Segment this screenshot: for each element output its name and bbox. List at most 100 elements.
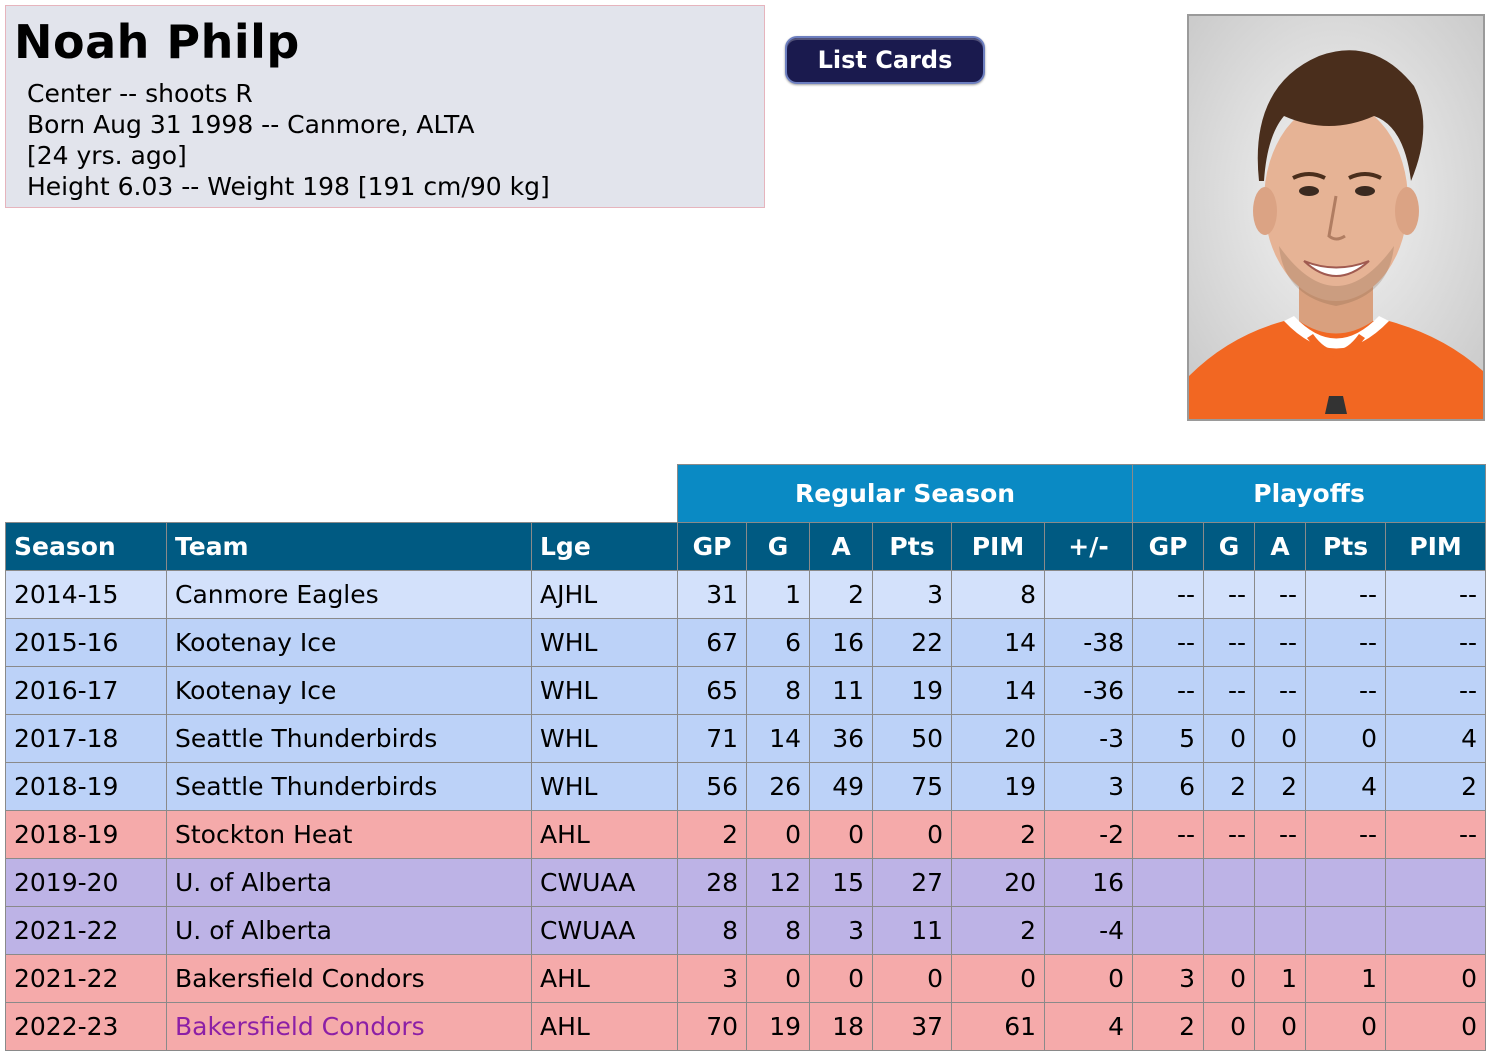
cell-playoff-assists: 0 xyxy=(1254,1002,1307,1051)
playoffs-header: Playoffs xyxy=(1132,464,1487,523)
cell-playoff-assists xyxy=(1254,858,1307,907)
cell-playoff-goals: -- xyxy=(1203,570,1256,619)
cell-pim: 61 xyxy=(951,1002,1045,1051)
cell-playoff-gp: -- xyxy=(1132,666,1205,715)
age-line: [24 yrs. ago] xyxy=(27,141,187,170)
cell-gp: 8 xyxy=(677,906,747,955)
cell-gp: 71 xyxy=(677,714,747,763)
column-header-gp[interactable]: GP xyxy=(677,522,747,571)
table-row: 2014-15 Canmore Eagles AJHL 31 1 2 3 8 -- -- -- -- -… xyxy=(5,570,1487,619)
cell-league: WHL xyxy=(531,762,678,811)
cell-points: 37 xyxy=(872,1002,952,1051)
career-stats-table: Regular Season Playoffs Season Team Lge GP G… xyxy=(5,464,1487,1051)
cell-playoff-points: -- xyxy=(1305,666,1387,715)
column-header-playoff-assists[interactable]: A xyxy=(1254,522,1307,571)
cell-league: WHL xyxy=(531,618,678,667)
column-header-playoff-points[interactable]: Pts xyxy=(1305,522,1387,571)
cell-league: AHL xyxy=(531,1002,678,1051)
cell-plus-minus: 4 xyxy=(1043,1002,1134,1051)
cell-goals: 8 xyxy=(746,666,810,715)
column-header-row: Season Team Lge GP G A Pts PIM +/- GP G A Pts PIM xyxy=(5,522,1487,571)
cell-assists: 11 xyxy=(809,666,873,715)
column-header-pim[interactable]: PIM xyxy=(951,522,1045,571)
cell-season: 2015-16 xyxy=(5,618,167,667)
cell-pim: 19 xyxy=(951,762,1045,811)
table-row: 2021-22 Bakersfield Condors AHL 3 0 0 0 0 0 3 0 1 1 0 xyxy=(5,954,1487,1003)
position-line: Center -- shoots R xyxy=(27,79,253,108)
column-header-playoff-goals[interactable]: G xyxy=(1203,522,1256,571)
column-header-playoff-pim[interactable]: PIM xyxy=(1385,522,1487,571)
cell-pim: 14 xyxy=(951,666,1045,715)
cell-playoff-assists: -- xyxy=(1254,570,1307,619)
cell-playoff-gp: -- xyxy=(1132,618,1205,667)
team-link[interactable]: Bakersfield Condors xyxy=(175,1012,425,1041)
cell-playoff-goals: -- xyxy=(1203,810,1256,859)
cell-playoff-points xyxy=(1305,906,1387,955)
column-header-points[interactable]: Pts xyxy=(872,522,952,571)
column-header-team[interactable]: Team xyxy=(166,522,532,571)
cell-team: U. of Alberta xyxy=(166,858,532,907)
cell-playoff-points: 0 xyxy=(1305,1002,1387,1051)
column-header-league[interactable]: Lge xyxy=(531,522,678,571)
cell-playoff-pim: -- xyxy=(1385,570,1487,619)
cell-points: 0 xyxy=(872,810,952,859)
cell-playoff-pim: -- xyxy=(1385,810,1487,859)
cell-pim: 14 xyxy=(951,618,1045,667)
cell-team: Seattle Thunderbirds xyxy=(166,762,532,811)
list-cards-button[interactable]: List Cards xyxy=(785,36,985,84)
cell-playoff-pim: 4 xyxy=(1385,714,1487,763)
table-row: 2017-18 Seattle Thunderbirds WHL 71 14 36 50 20… xyxy=(5,714,1487,763)
cell-team: U. of Alberta xyxy=(166,906,532,955)
cell-playoff-goals xyxy=(1203,906,1256,955)
column-header-assists[interactable]: A xyxy=(809,522,873,571)
cell-goals: 14 xyxy=(746,714,810,763)
cell-season: 2021-22 xyxy=(5,906,167,955)
cell-league: CWUAA xyxy=(531,858,678,907)
cell-playoff-points: 1 xyxy=(1305,954,1387,1003)
cell-gp: 67 xyxy=(677,618,747,667)
cell-points: 22 xyxy=(872,618,952,667)
cell-playoff-gp: -- xyxy=(1132,570,1205,619)
cell-playoff-assists: 0 xyxy=(1254,714,1307,763)
cell-season: 2022-23 xyxy=(5,1002,167,1051)
cell-season: 2014-15 xyxy=(5,570,167,619)
table-row: 2015-16 Kootenay Ice WHL 67 6 16 22 14 -38 -- -- --… xyxy=(5,618,1487,667)
cell-playoff-pim: 2 xyxy=(1385,762,1487,811)
cell-points: 11 xyxy=(872,906,952,955)
table-row: 2021-22 U. of Alberta CWUAA 8 8 3 11 2 -4 xyxy=(5,906,1487,955)
cell-season: 2019-20 xyxy=(5,858,167,907)
cell-points: 0 xyxy=(872,954,952,1003)
cell-team: Bakersfield Condors xyxy=(166,954,532,1003)
cell-goals: 8 xyxy=(746,906,810,955)
regular-season-header: Regular Season xyxy=(676,464,1134,523)
cell-playoff-gp xyxy=(1132,858,1205,907)
player-headshot-icon xyxy=(1187,14,1485,421)
cell-gp: 56 xyxy=(677,762,747,811)
cell-assists: 36 xyxy=(809,714,873,763)
player-info-panel: Noah Philp Center -- shoots R Born Aug 3… xyxy=(5,5,765,208)
cell-playoff-points: -- xyxy=(1305,618,1387,667)
cell-league: WHL xyxy=(531,714,678,763)
cell-plus-minus: -4 xyxy=(1043,906,1134,955)
stats-body: 2014-15 Canmore Eagles AJHL 31 1 2 3 8 -- -- -- -- -… xyxy=(5,570,1487,1051)
cell-team: Kootenay Ice xyxy=(166,666,532,715)
column-header-goals[interactable]: G xyxy=(746,522,810,571)
cell-pim: 2 xyxy=(951,906,1045,955)
cell-playoff-pim xyxy=(1385,906,1487,955)
table-row: 2022-23 Bakersfield Condors AHL 70 19 18 37 61 4… xyxy=(5,1002,1487,1051)
cell-assists: 0 xyxy=(809,810,873,859)
cell-playoff-points: 0 xyxy=(1305,714,1387,763)
cell-playoff-assists: 2 xyxy=(1254,762,1307,811)
cell-points: 19 xyxy=(872,666,952,715)
cell-playoff-gp: 6 xyxy=(1132,762,1205,811)
column-header-playoff-gp[interactable]: GP xyxy=(1132,522,1205,571)
cell-league: WHL xyxy=(531,666,678,715)
column-header-plus-minus[interactable]: +/- xyxy=(1043,522,1134,571)
cell-plus-minus: 16 xyxy=(1043,858,1134,907)
column-header-season[interactable]: Season xyxy=(5,522,167,571)
table-row: 2018-19 Stockton Heat AHL 2 0 0 0 2 -2 -- -- -- -- -- xyxy=(5,810,1487,859)
cell-league: AHL xyxy=(531,954,678,1003)
cell-points: 3 xyxy=(872,570,952,619)
cell-playoff-goals: 0 xyxy=(1203,954,1256,1003)
cell-playoff-points xyxy=(1305,858,1387,907)
